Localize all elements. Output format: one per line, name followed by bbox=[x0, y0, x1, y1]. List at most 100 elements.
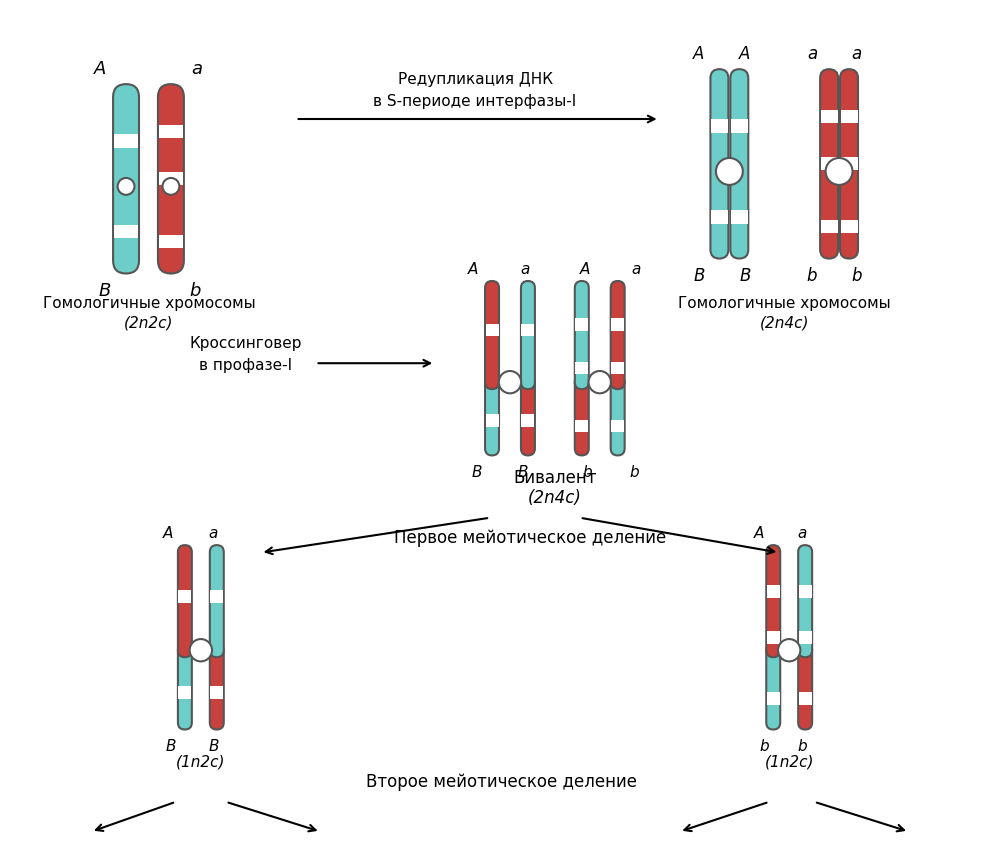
Bar bbox=[114, 135, 138, 148]
Text: A: A bbox=[93, 60, 106, 78]
FancyBboxPatch shape bbox=[485, 375, 499, 456]
Text: B: B bbox=[208, 739, 219, 754]
Bar bbox=[766, 692, 779, 704]
Bar bbox=[820, 220, 837, 233]
Bar bbox=[840, 157, 857, 171]
Text: a: a bbox=[806, 45, 817, 63]
Bar bbox=[798, 585, 811, 598]
Circle shape bbox=[162, 178, 179, 195]
Text: b: b bbox=[797, 739, 806, 754]
Bar bbox=[610, 420, 623, 432]
Text: a: a bbox=[797, 526, 806, 541]
FancyBboxPatch shape bbox=[840, 69, 857, 258]
Text: B: B bbox=[98, 282, 111, 300]
Text: (1n2c): (1n2c) bbox=[764, 754, 814, 770]
Text: в профазе-I: в профазе-I bbox=[199, 358, 292, 372]
Text: Бивалент: Бивалент bbox=[513, 468, 596, 486]
Bar bbox=[210, 686, 223, 699]
FancyBboxPatch shape bbox=[766, 545, 780, 657]
Bar bbox=[798, 631, 811, 644]
Bar bbox=[820, 110, 837, 124]
Text: Второе мейотическое деление: Второе мейотическое деление bbox=[365, 773, 636, 791]
Text: в S-периоде интерфазы-I: в S-периоде интерфазы-I bbox=[373, 94, 576, 109]
Text: (2n2c): (2n2c) bbox=[124, 316, 173, 331]
FancyBboxPatch shape bbox=[574, 281, 588, 390]
Bar bbox=[158, 172, 182, 185]
Text: a: a bbox=[631, 262, 640, 276]
Bar bbox=[575, 420, 587, 432]
Text: Кроссинговер: Кроссинговер bbox=[189, 335, 302, 351]
FancyBboxPatch shape bbox=[113, 84, 139, 274]
Bar bbox=[840, 220, 857, 233]
Text: a: a bbox=[208, 526, 218, 541]
FancyBboxPatch shape bbox=[610, 281, 624, 390]
Bar bbox=[766, 585, 779, 598]
Text: B: B bbox=[471, 465, 482, 480]
Circle shape bbox=[588, 371, 610, 393]
Text: A: A bbox=[162, 526, 172, 541]
FancyBboxPatch shape bbox=[520, 281, 534, 390]
Text: A: A bbox=[579, 262, 589, 276]
Bar bbox=[158, 235, 182, 248]
Text: Гомологичные хромосомы: Гомологичные хромосомы bbox=[43, 296, 256, 311]
Bar bbox=[210, 590, 223, 603]
Text: b: b bbox=[188, 282, 200, 300]
Bar bbox=[178, 590, 191, 603]
Bar bbox=[820, 157, 837, 171]
Bar bbox=[710, 210, 727, 224]
FancyBboxPatch shape bbox=[177, 644, 191, 729]
Text: a: a bbox=[850, 45, 861, 63]
Bar bbox=[710, 119, 727, 133]
Text: a: a bbox=[190, 60, 201, 78]
Text: (1n2c): (1n2c) bbox=[176, 754, 225, 770]
Bar bbox=[730, 210, 747, 224]
FancyBboxPatch shape bbox=[209, 545, 223, 657]
Bar bbox=[575, 362, 587, 374]
Bar bbox=[610, 362, 623, 374]
Bar bbox=[485, 323, 498, 336]
Text: Первое мейотическое деление: Первое мейотическое деление bbox=[394, 529, 665, 547]
Text: Гомологичные хромосомы: Гомологичные хромосомы bbox=[677, 296, 890, 311]
Text: B: B bbox=[738, 268, 749, 286]
FancyBboxPatch shape bbox=[709, 69, 727, 258]
FancyBboxPatch shape bbox=[157, 84, 183, 274]
Text: B: B bbox=[517, 465, 528, 480]
Text: B: B bbox=[165, 739, 175, 754]
FancyBboxPatch shape bbox=[729, 69, 747, 258]
Text: A: A bbox=[738, 45, 749, 63]
Text: B: B bbox=[692, 268, 703, 286]
Text: b: b bbox=[850, 268, 861, 286]
Bar bbox=[485, 414, 498, 426]
Bar bbox=[798, 692, 811, 704]
Circle shape bbox=[825, 158, 852, 184]
FancyBboxPatch shape bbox=[798, 644, 812, 729]
FancyBboxPatch shape bbox=[610, 375, 624, 456]
Text: (2n4c): (2n4c) bbox=[759, 316, 809, 331]
FancyBboxPatch shape bbox=[485, 281, 499, 390]
Circle shape bbox=[778, 639, 800, 662]
Circle shape bbox=[715, 158, 742, 184]
FancyBboxPatch shape bbox=[209, 644, 223, 729]
Text: A: A bbox=[467, 262, 478, 276]
FancyBboxPatch shape bbox=[520, 375, 534, 456]
Text: b: b bbox=[806, 268, 817, 286]
Text: a: a bbox=[519, 262, 529, 276]
Circle shape bbox=[189, 639, 211, 662]
FancyBboxPatch shape bbox=[798, 545, 812, 657]
Bar bbox=[766, 631, 779, 644]
Bar bbox=[730, 119, 747, 133]
Text: (2n4c): (2n4c) bbox=[527, 489, 581, 507]
Text: b: b bbox=[759, 739, 769, 754]
Circle shape bbox=[117, 178, 134, 195]
FancyBboxPatch shape bbox=[766, 644, 780, 729]
Bar bbox=[840, 110, 857, 124]
FancyBboxPatch shape bbox=[820, 69, 838, 258]
Bar bbox=[575, 318, 587, 330]
Text: A: A bbox=[692, 45, 703, 63]
FancyBboxPatch shape bbox=[574, 375, 588, 456]
Circle shape bbox=[498, 371, 521, 393]
FancyBboxPatch shape bbox=[177, 545, 191, 657]
Bar bbox=[114, 225, 138, 239]
Bar bbox=[610, 318, 623, 330]
Bar bbox=[178, 686, 191, 699]
